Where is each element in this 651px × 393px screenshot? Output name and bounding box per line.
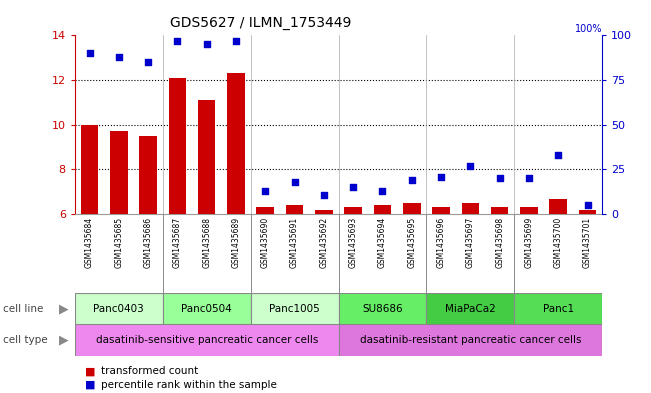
Text: GSM1435697: GSM1435697 — [466, 217, 475, 268]
Point — [553, 152, 564, 158]
Text: GSM1435694: GSM1435694 — [378, 217, 387, 268]
Point — [260, 188, 271, 194]
Bar — [286, 205, 303, 214]
Bar — [344, 208, 362, 214]
Text: GSM1435689: GSM1435689 — [232, 217, 240, 268]
Text: GDS5627 / ILMN_1753449: GDS5627 / ILMN_1753449 — [170, 16, 351, 30]
Bar — [462, 203, 479, 214]
Bar — [520, 208, 538, 214]
Point — [436, 173, 447, 180]
Point — [465, 163, 476, 169]
Bar — [339, 324, 602, 356]
Bar — [81, 125, 98, 214]
Text: GSM1435688: GSM1435688 — [202, 217, 211, 268]
Text: transformed count: transformed count — [101, 366, 198, 376]
Text: GSM1435700: GSM1435700 — [554, 217, 562, 268]
Point — [583, 202, 593, 208]
Text: ■: ■ — [85, 380, 95, 390]
Bar — [549, 198, 567, 214]
Text: GSM1435699: GSM1435699 — [525, 217, 533, 268]
Bar — [198, 100, 215, 214]
Text: Panc1: Panc1 — [543, 303, 574, 314]
Bar — [432, 208, 450, 214]
Bar — [579, 210, 596, 214]
Point — [319, 191, 329, 198]
Text: GSM1435685: GSM1435685 — [115, 217, 123, 268]
Text: GSM1435701: GSM1435701 — [583, 217, 592, 268]
Bar — [426, 293, 514, 324]
Text: GSM1435695: GSM1435695 — [408, 217, 416, 268]
Point — [202, 41, 212, 48]
Bar — [75, 324, 339, 356]
Text: cell type: cell type — [3, 335, 48, 345]
Point — [114, 54, 124, 60]
Bar — [491, 208, 508, 214]
Bar — [227, 73, 245, 214]
Point — [406, 177, 417, 184]
Text: Panc0504: Panc0504 — [182, 303, 232, 314]
Point — [143, 59, 154, 65]
Text: ▶: ▶ — [59, 302, 68, 315]
Text: GSM1435696: GSM1435696 — [437, 217, 445, 268]
Text: GSM1435698: GSM1435698 — [495, 217, 504, 268]
Text: ■: ■ — [85, 366, 95, 376]
Bar — [169, 78, 186, 214]
Point — [85, 50, 95, 56]
Bar — [339, 293, 426, 324]
Point — [173, 38, 183, 44]
Text: Panc0403: Panc0403 — [94, 303, 144, 314]
Point — [231, 38, 242, 44]
Text: Panc1005: Panc1005 — [270, 303, 320, 314]
Text: GSM1435687: GSM1435687 — [173, 217, 182, 268]
Bar — [251, 293, 339, 324]
Text: GSM1435691: GSM1435691 — [290, 217, 299, 268]
Bar — [514, 293, 602, 324]
Text: GSM1435686: GSM1435686 — [144, 217, 152, 268]
Text: SU8686: SU8686 — [362, 303, 403, 314]
Point — [289, 179, 299, 185]
Text: dasatinib-sensitive pancreatic cancer cells: dasatinib-sensitive pancreatic cancer ce… — [96, 335, 318, 345]
Text: GSM1435684: GSM1435684 — [85, 217, 94, 268]
Bar — [110, 132, 128, 214]
Text: dasatinib-resistant pancreatic cancer cells: dasatinib-resistant pancreatic cancer ce… — [359, 335, 581, 345]
Text: cell line: cell line — [3, 303, 44, 314]
Text: GSM1435693: GSM1435693 — [349, 217, 357, 268]
Text: GSM1435690: GSM1435690 — [261, 217, 270, 268]
Bar — [374, 205, 391, 214]
Text: ▶: ▶ — [59, 333, 68, 347]
Point — [378, 188, 388, 194]
Bar — [75, 293, 163, 324]
Bar — [403, 203, 421, 214]
Point — [495, 175, 505, 182]
Text: percentile rank within the sample: percentile rank within the sample — [101, 380, 277, 390]
Point — [523, 175, 534, 182]
Bar — [163, 293, 251, 324]
Bar — [139, 136, 157, 214]
Text: GSM1435692: GSM1435692 — [320, 217, 328, 268]
Bar — [256, 208, 274, 214]
Text: MiaPaCa2: MiaPaCa2 — [445, 303, 495, 314]
Point — [348, 184, 358, 191]
Bar — [315, 210, 333, 214]
Text: 100%: 100% — [575, 24, 602, 33]
